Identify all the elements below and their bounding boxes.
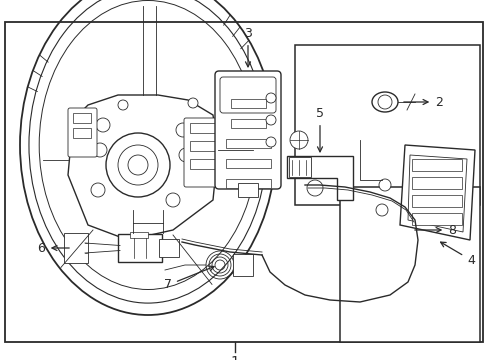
Bar: [412, 195, 462, 207]
Circle shape: [379, 179, 391, 191]
Text: 7: 7: [164, 266, 214, 292]
Bar: [226, 159, 271, 168]
Text: 8: 8: [415, 224, 456, 237]
Circle shape: [106, 133, 170, 197]
Circle shape: [188, 98, 198, 108]
Circle shape: [166, 193, 180, 207]
Bar: [412, 159, 462, 171]
Bar: [226, 179, 271, 188]
Bar: [73, 128, 91, 138]
Bar: [412, 213, 462, 225]
Bar: [73, 113, 91, 123]
Text: 5: 5: [316, 107, 324, 152]
Bar: [226, 139, 271, 148]
Circle shape: [96, 118, 110, 132]
FancyBboxPatch shape: [68, 108, 97, 157]
Polygon shape: [400, 145, 475, 240]
FancyBboxPatch shape: [118, 234, 162, 262]
FancyBboxPatch shape: [215, 71, 281, 189]
Circle shape: [378, 95, 392, 109]
Circle shape: [176, 123, 190, 137]
Bar: [238, 183, 258, 197]
Circle shape: [307, 180, 323, 196]
Bar: [190, 123, 215, 133]
Text: 3: 3: [244, 27, 252, 67]
Circle shape: [128, 155, 148, 175]
Bar: [130, 232, 148, 238]
Ellipse shape: [372, 92, 398, 112]
Bar: [412, 177, 462, 189]
Circle shape: [179, 148, 193, 162]
FancyBboxPatch shape: [233, 254, 253, 276]
Polygon shape: [408, 155, 467, 232]
Circle shape: [266, 137, 276, 147]
Text: 6: 6: [37, 242, 69, 255]
Polygon shape: [68, 95, 218, 240]
Circle shape: [93, 143, 107, 157]
Circle shape: [376, 204, 388, 216]
Bar: [295, 45, 480, 205]
Bar: [231, 99, 266, 108]
Circle shape: [290, 131, 308, 149]
Text: 4: 4: [441, 242, 475, 266]
Bar: [231, 119, 266, 128]
Bar: [5, 22, 483, 342]
Polygon shape: [287, 156, 353, 200]
Text: 1: 1: [231, 355, 240, 360]
Circle shape: [266, 115, 276, 125]
Bar: [190, 141, 215, 151]
FancyBboxPatch shape: [220, 77, 276, 113]
Bar: [190, 159, 215, 169]
FancyBboxPatch shape: [64, 233, 88, 263]
Text: 2: 2: [404, 95, 443, 108]
FancyBboxPatch shape: [289, 157, 311, 177]
Bar: [340, 187, 480, 342]
Circle shape: [91, 183, 105, 197]
FancyBboxPatch shape: [159, 239, 179, 257]
Circle shape: [118, 145, 158, 185]
Circle shape: [118, 100, 128, 110]
Circle shape: [266, 93, 276, 103]
FancyBboxPatch shape: [184, 118, 226, 187]
